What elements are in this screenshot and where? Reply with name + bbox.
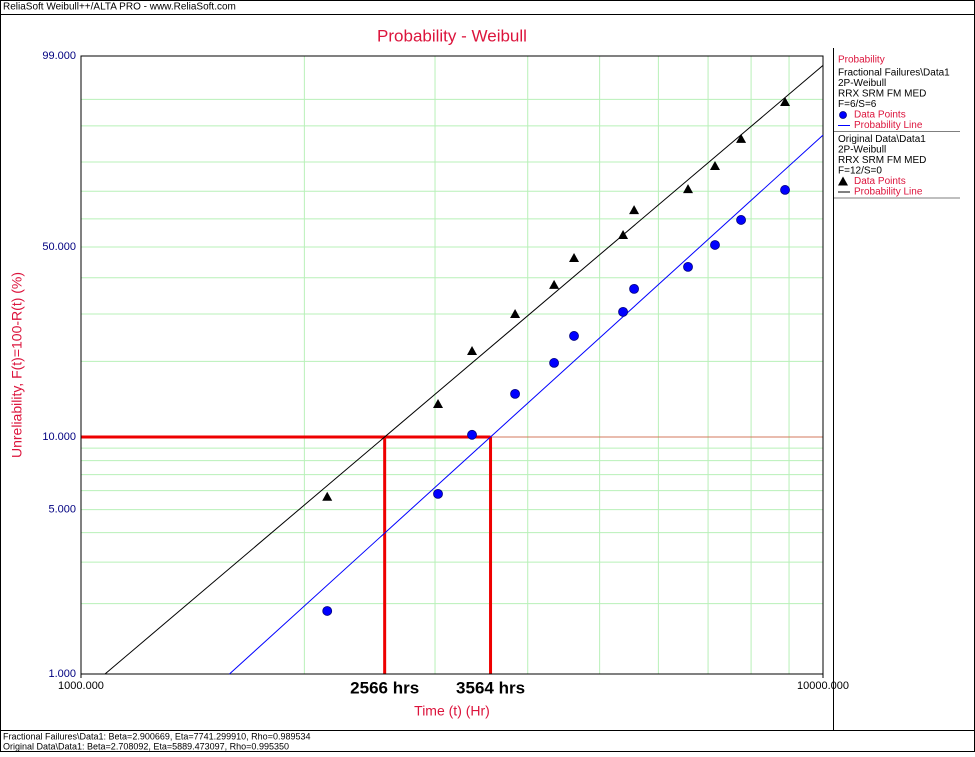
window-header: ReliaSoft Weibull++/ALTA PRO - www.Relia… (3, 2, 236, 13)
legend-marker (838, 176, 848, 186)
x-axis-label: Time (t) (Hr) (414, 703, 490, 719)
data-point (510, 309, 521, 319)
data-point (618, 229, 629, 239)
data-point (467, 345, 478, 355)
data-point (736, 133, 747, 143)
legend-detail: RRX SRM FM MED (838, 155, 926, 166)
data-point (683, 184, 694, 194)
legend-detail: F=12/S=0 (838, 166, 882, 177)
annotation-label: 3564 hrs (456, 678, 525, 697)
data-point (710, 240, 720, 250)
legend-marker (839, 111, 847, 119)
data-point (629, 205, 640, 215)
data-point (549, 358, 559, 368)
data-point (569, 252, 580, 262)
probability-line (104, 65, 824, 675)
data-point (629, 283, 639, 294)
data-point (467, 429, 477, 440)
data-point (780, 185, 790, 195)
probability-line (229, 134, 824, 675)
data-point (322, 606, 333, 616)
legend-points-label: Data Points (854, 110, 906, 121)
y-tick-label: 10.000 (42, 431, 76, 443)
plot-area (81, 56, 823, 674)
y-axis-label: Unreliability, F(t)=100-R(t) (%) (9, 272, 25, 458)
footer-line: Fractional Failures\Data1: Beta=2.900669… (3, 731, 310, 741)
data-point (549, 279, 560, 289)
legend-line-label: Probability Line (854, 120, 923, 131)
data-point (780, 96, 791, 106)
data-point (736, 215, 746, 225)
legend-entry: Fractional Failures\Data1 (838, 68, 950, 79)
legend-detail: 2P-Weibull (838, 78, 886, 89)
y-tick-label: 1.000 (48, 668, 76, 680)
annotation-label: 2566 hrs (350, 678, 419, 697)
legend-title: Probability (838, 55, 885, 66)
legend-points-label: Data Points (854, 176, 906, 187)
plot-border (80, 55, 824, 675)
legend-detail: F=6/S=6 (838, 99, 877, 110)
data-point (709, 161, 720, 171)
y-tick-label: 5.000 (48, 504, 76, 516)
data-point (433, 398, 444, 408)
y-tick-label: 50.000 (42, 241, 76, 253)
data-point (510, 388, 520, 399)
footer-line: Original Data\Data1: Beta=2.708092, Eta=… (3, 741, 289, 751)
legend-line-label: Probability Line (854, 187, 923, 198)
legend-detail: RRX SRM FM MED (838, 89, 926, 100)
data-point (618, 306, 628, 317)
data-point (683, 261, 693, 272)
data-point (569, 331, 579, 341)
legend-entry: Original Data\Data1 (838, 134, 926, 145)
x-tick-label: 1000.000 (58, 680, 104, 692)
x-tick-label: 10000.000 (797, 680, 849, 692)
data-point (322, 491, 333, 501)
data-point (433, 488, 443, 499)
legend-detail: 2P-Weibull (838, 145, 886, 156)
chart-title: Probability - Weibull (377, 26, 527, 45)
y-tick-label: 99.000 (42, 50, 76, 62)
